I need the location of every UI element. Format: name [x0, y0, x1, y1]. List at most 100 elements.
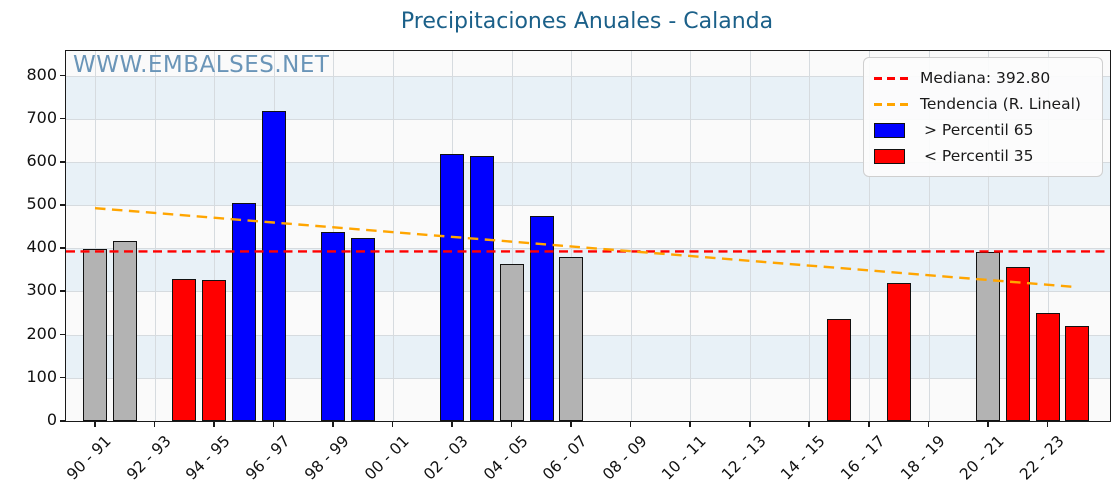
- x-tick-mark-98-99: [332, 422, 334, 427]
- bar-23-24: [1065, 326, 1090, 421]
- y-tick-mark-0: [60, 420, 65, 422]
- x-tick-mark-16-17: [868, 422, 870, 427]
- x-tick-label-10-11: 10 - 11: [658, 432, 711, 484]
- bar-95-96: [231, 202, 256, 421]
- bar-15-16: [827, 318, 852, 421]
- y-tick-mark-100: [60, 376, 65, 379]
- bar-06-07: [559, 257, 584, 421]
- x-tick-mark-96-97: [272, 422, 275, 427]
- y-tick-label-600: 600: [26, 150, 57, 170]
- gridline-y-500: [66, 205, 1110, 207]
- bar-21-22: [1005, 266, 1030, 421]
- y-tick-mark-200: [60, 333, 65, 336]
- x-tick-label-96-97: 96 - 97: [241, 432, 294, 484]
- x-tick-mark-02-03: [451, 422, 453, 427]
- y-tick-label-400: 400: [26, 237, 57, 257]
- y-tick-mark-400: [60, 247, 65, 249]
- x-tick-label-20-21: 20 - 21: [956, 432, 1008, 484]
- gridline-y-800: [66, 75, 1110, 77]
- x-tick-label-04-05: 04 - 05: [479, 432, 532, 484]
- legend-item-p65: > Percentil 65: [874, 117, 1092, 143]
- bar-99-00: [350, 237, 375, 421]
- gridline-x-06-07: [571, 51, 573, 421]
- legend-item-median: Mediana: 392.80: [874, 65, 1092, 91]
- bar-22-23: [1035, 313, 1060, 421]
- bar-90-91: [83, 249, 107, 421]
- legend-trend-label: Tendencia (R. Lineal): [920, 95, 1081, 113]
- x-tick-mark-22-23: [1046, 422, 1049, 427]
- median-dash-icon: [874, 76, 908, 80]
- legend: Mediana: 392.80 Tendencia (R. Lineal) > …: [863, 57, 1103, 177]
- x-tick-mark-20-21: [987, 422, 989, 427]
- x-tick-mark-12-13: [748, 422, 751, 427]
- x-tick-mark-00-01: [391, 422, 394, 427]
- x-tick-label-94-95: 94 - 95: [182, 432, 234, 484]
- x-tick-label-92-93: 92 - 93: [122, 432, 175, 484]
- x-tick-label-90-91: 90 - 91: [63, 432, 115, 484]
- legend-median-label: Mediana: 392.80: [920, 69, 1051, 87]
- legend-p65-label: > Percentil 65: [924, 121, 1034, 139]
- reference-lines-layer: [66, 206, 1110, 289]
- gridline-x-10-11: [690, 51, 692, 421]
- bar-02-03: [440, 153, 465, 421]
- x-tick-mark-18-19: [927, 422, 930, 427]
- x-tick-mark-92-93: [153, 422, 156, 427]
- gridline-x-00-01: [392, 51, 394, 421]
- y-tick-label-800: 800: [26, 64, 57, 84]
- x-tick-label-00-01: 00 - 01: [360, 432, 413, 484]
- gridline-x-90-91: [95, 51, 96, 421]
- x-tick-label-22-23: 22 - 23: [1015, 432, 1068, 484]
- y-tick-label-200: 200: [26, 323, 57, 343]
- x-tick-label-16-17: 16 - 17: [837, 432, 889, 484]
- bar-04-05: [499, 264, 524, 421]
- trend-dash-icon: [874, 102, 908, 106]
- x-tick-label-02-03: 02 - 03: [420, 432, 472, 484]
- y-tick-mark-800: [60, 74, 65, 77]
- bar-98-99: [321, 232, 346, 421]
- x-tick-mark-04-05: [510, 422, 513, 427]
- y-tick-mark-700: [60, 117, 65, 120]
- y-tick-mark-300: [60, 290, 65, 293]
- y-tick-label-100: 100: [26, 366, 57, 386]
- bar-05-06: [529, 215, 554, 421]
- gridline-x-08-09: [630, 51, 632, 421]
- gridline-x-20-21: [988, 51, 990, 421]
- percentil35-swatch-icon: [874, 148, 905, 164]
- x-tick-label-06-07: 06 - 07: [539, 432, 592, 484]
- gridline-x-04-05: [511, 51, 513, 421]
- legend-p35-label: < Percentil 35: [924, 147, 1034, 165]
- x-tick-label-14-15: 14 - 15: [777, 432, 830, 484]
- y-tick-mark-600: [60, 160, 65, 163]
- y-tick-label-700: 700: [26, 107, 57, 127]
- x-tick-mark-94-95: [213, 422, 215, 427]
- bar-93-94: [172, 278, 197, 421]
- gridline-x-12-13: [749, 51, 751, 421]
- x-tick-mark-10-11: [689, 422, 691, 427]
- x-tick-mark-14-15: [808, 422, 811, 427]
- x-tick-label-08-09: 08 - 09: [599, 432, 651, 484]
- gridline-x-22-23: [1047, 51, 1049, 421]
- gridline-x-18-19: [928, 51, 930, 421]
- bar-96-97: [261, 110, 286, 421]
- x-tick-label-18-19: 18 - 19: [896, 432, 949, 484]
- x-tick-label-98-99: 98 - 99: [301, 432, 353, 484]
- x-tick-label-12-13: 12 - 13: [718, 432, 770, 484]
- gridline-y-700: [66, 118, 1110, 120]
- bar-17-18: [886, 282, 911, 421]
- x-tick-mark-90-91: [94, 422, 96, 427]
- gridline-y-200: [66, 334, 1110, 336]
- percentil65-swatch-icon: [874, 122, 905, 138]
- chart-title: Precipitaciones Anuales - Calanda: [400, 9, 774, 34]
- y-tick-mark-500: [60, 204, 65, 206]
- bar-03-04: [470, 156, 494, 421]
- gridline-y-100: [66, 377, 1110, 379]
- gridline-x-92-93: [154, 51, 156, 421]
- gridline-y-300: [66, 291, 1110, 293]
- y-tick-label-300: 300: [26, 280, 57, 300]
- gridline-x-94-95: [214, 51, 216, 421]
- y-tick-label-0: 0: [46, 410, 57, 429]
- bar-94-95: [202, 280, 227, 421]
- x-tick-mark-06-07: [570, 422, 572, 427]
- trend-line: [94, 206, 1078, 289]
